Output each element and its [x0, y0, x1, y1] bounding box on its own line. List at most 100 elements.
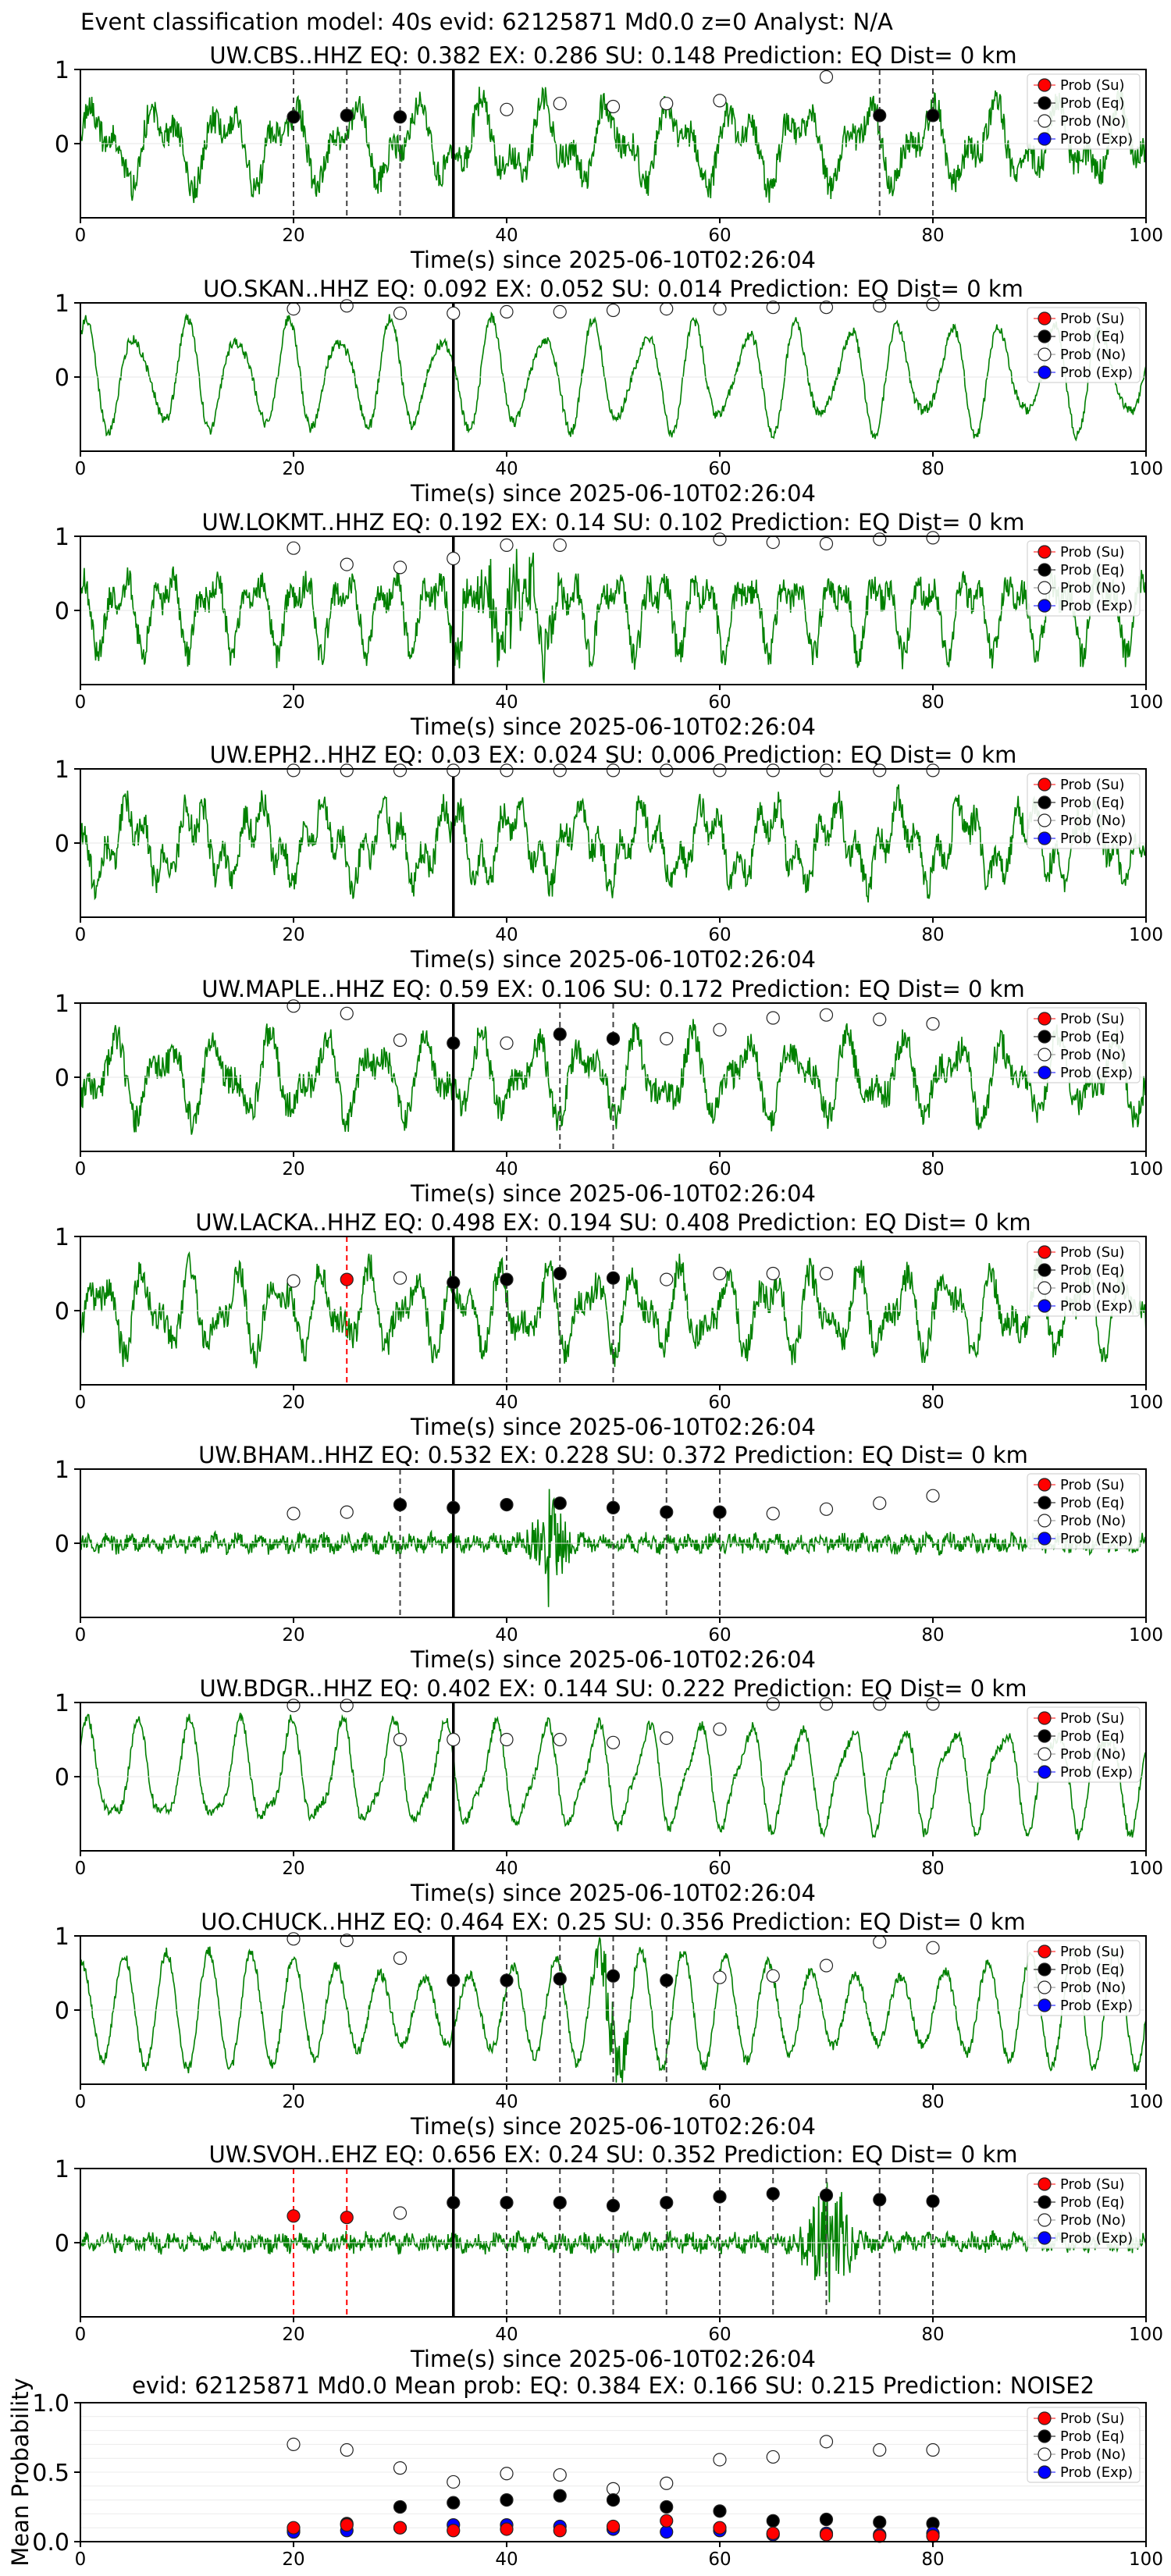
- legend-eq-marker: [1038, 329, 1052, 343]
- probability-point-no: [766, 1969, 780, 1983]
- panel-title: UW.LACKA..HHZ EQ: 0.498 EX: 0.194 SU: 0.…: [195, 1209, 1030, 1236]
- probability-point-eq: [713, 2190, 727, 2204]
- probability-point-no: [819, 301, 834, 315]
- probability-point-eq: [447, 1973, 461, 1987]
- legend-frame: [1027, 307, 1141, 383]
- y-tick-label: 1: [55, 1457, 69, 1484]
- legend-exp-label: Prob (Exp): [1060, 1298, 1133, 1315]
- panel-legend: Prob (Su)Prob (Eq)Prob (No)Prob (Exp): [1027, 73, 1141, 150]
- legend-eq-marker: [1038, 96, 1052, 110]
- legend-exp-marker: [1038, 2231, 1052, 2245]
- x-tick-label: 60: [708, 925, 731, 945]
- panel-legend: Prob (Su)Prob (Eq)Prob (No)Prob (Exp): [1027, 540, 1141, 617]
- probability-point-eq: [287, 110, 301, 124]
- probability-point-no: [873, 299, 887, 313]
- legend-eq-marker: [1038, 1729, 1052, 1743]
- legend-exp-label: Prob (Exp): [1060, 831, 1133, 847]
- legend-exp-marker: [1038, 1532, 1052, 1546]
- x-tick-label: 60: [708, 1625, 731, 1646]
- summary-point-eq: [873, 2515, 887, 2529]
- station-panel: UW.EPH2..HHZ EQ: 0.03 EX: 0.024 SU: 0.00…: [55, 742, 1163, 973]
- probability-point-no: [819, 69, 834, 84]
- legend-frame: [1027, 2407, 1141, 2483]
- y-tick-label: 1: [55, 1224, 69, 1251]
- probability-point-no: [393, 1271, 408, 1285]
- summary-point-su: [926, 2529, 940, 2543]
- legend-exp-label: Prob (Exp): [1060, 1764, 1133, 1781]
- summary-point-no: [553, 2467, 567, 2482]
- summary-point-su: [660, 2514, 674, 2528]
- probability-point-eq: [500, 2196, 514, 2210]
- station-panel: UW.BDGR..HHZ EQ: 0.402 EX: 0.144 SU: 0.2…: [55, 1675, 1163, 1906]
- summary-point-su: [393, 2521, 408, 2535]
- probability-point-no: [553, 97, 567, 111]
- summary-point-no: [660, 2476, 674, 2490]
- probability-point-no: [819, 1266, 834, 1281]
- legend-su-label: Prob (Su): [1060, 1244, 1125, 1261]
- waveform-trace: [80, 1713, 1146, 1841]
- legend-eq-label: Prob (Eq): [1060, 1962, 1125, 1978]
- probability-point-eq: [447, 1500, 461, 1515]
- x-tick-label: 60: [708, 2325, 731, 2345]
- probability-point-no: [447, 551, 461, 566]
- legend-exp-label: Prob (Exp): [1060, 1065, 1133, 1081]
- panel-legend: Prob (Su)Prob (Eq)Prob (No)Prob (Exp): [1027, 773, 1141, 849]
- probability-point-no: [500, 304, 514, 318]
- x-axis-label: Time(s) since 2025-06-10T02:26:04: [410, 946, 816, 973]
- legend-su-marker: [1038, 1012, 1052, 1026]
- probability-point-eq: [660, 1973, 674, 1987]
- panel-title: UW.BHAM..HHZ EQ: 0.532 EX: 0.228 SU: 0.3…: [198, 1442, 1028, 1468]
- x-tick-label: 80: [921, 692, 944, 713]
- x-tick-label: 100: [1129, 692, 1163, 713]
- summary-panel: evid: 62125871 Md0.0 Mean prob: EQ: 0.38…: [7, 2372, 1163, 2570]
- legend-su-marker: [1038, 311, 1052, 326]
- legend-frame: [1027, 73, 1141, 150]
- probability-point-eq: [873, 2193, 887, 2207]
- x-axis-label: Time(s) since 2025-06-10T02:26:04: [410, 2113, 816, 2140]
- legend-exp-marker: [1038, 599, 1052, 613]
- summary-point-su: [340, 2518, 354, 2532]
- x-tick-label: 60: [708, 1393, 731, 1413]
- y-tick-label: 1: [55, 1690, 69, 1717]
- summary-x-tick-label: 100: [1129, 2549, 1163, 2570]
- probability-point-no: [819, 763, 834, 777]
- x-tick-label: 80: [921, 1625, 944, 1646]
- legend-su-marker: [1038, 1478, 1052, 1492]
- probability-point-no: [766, 1507, 780, 1521]
- legend-eq-label: Prob (Eq): [1060, 329, 1125, 345]
- probability-point-no: [713, 94, 727, 108]
- probability-point-eq: [606, 1271, 621, 1285]
- legend-su-marker: [1038, 777, 1052, 792]
- legend-no-label: Prob (No): [1060, 1047, 1126, 1063]
- summary-x-tick-label: 0: [75, 2549, 87, 2570]
- x-tick-label: 100: [1129, 1393, 1163, 1413]
- legend-frame: [1027, 1473, 1141, 1550]
- summary-point-su: [873, 2529, 887, 2543]
- legend-su-label: Prob (Su): [1060, 2411, 1125, 2427]
- x-tick-label: 80: [921, 459, 944, 479]
- y-tick-label: 0: [55, 2230, 69, 2258]
- legend-su-label: Prob (Su): [1060, 311, 1125, 327]
- probability-point-no: [873, 532, 887, 546]
- legend-no-marker: [1038, 2447, 1052, 2461]
- probability-point-no: [287, 1507, 301, 1521]
- x-tick-label: 0: [75, 2092, 87, 2112]
- legend-su-marker: [1038, 545, 1052, 559]
- waveform-trace: [80, 549, 1146, 684]
- x-tick-label: 20: [282, 1859, 304, 1879]
- summary-point-eq: [713, 2504, 727, 2518]
- x-tick-label: 20: [282, 459, 304, 479]
- summary-x-tick-label: 60: [708, 2549, 731, 2570]
- legend-exp-label: Prob (Exp): [1060, 365, 1133, 381]
- legend-su-label: Prob (Su): [1060, 77, 1125, 94]
- probability-point-no: [713, 763, 727, 777]
- legend-no-marker: [1038, 2213, 1052, 2227]
- probability-point-no: [340, 1934, 354, 1948]
- summary-y-tick-label: 1.0: [32, 2390, 69, 2418]
- x-tick-label: 40: [495, 925, 518, 945]
- probability-point-no: [393, 2206, 408, 2220]
- panel-legend: Prob (Su)Prob (Eq)Prob (No)Prob (Exp): [1027, 307, 1141, 383]
- summary-point-eq: [500, 2493, 514, 2507]
- legend-eq-label: Prob (Eq): [1060, 795, 1125, 811]
